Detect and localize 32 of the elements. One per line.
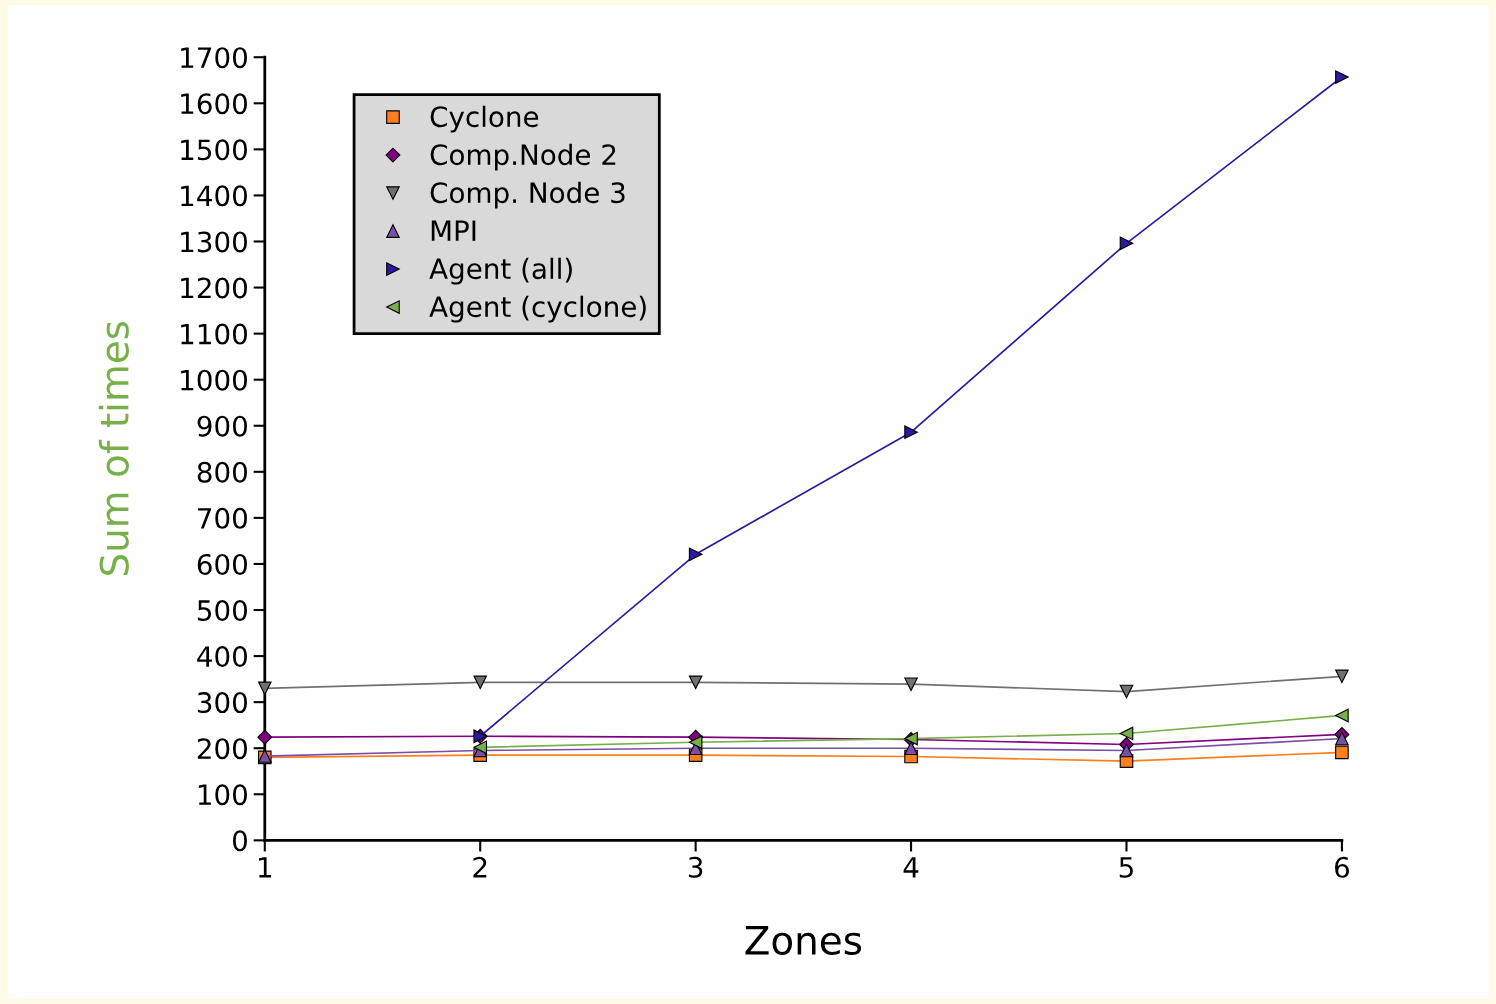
y-tick-label: 600	[197, 553, 247, 575]
y-tick-label: 800	[197, 461, 247, 483]
y-tick-label: 1400	[181, 185, 247, 207]
y-tick-label: 1100	[181, 323, 247, 345]
y-tick-label: 0	[232, 830, 247, 852]
x-tick-label: 4	[903, 857, 919, 878]
y-tick-label: 1600	[181, 93, 247, 115]
y-tick-label: 400	[197, 646, 247, 668]
y-tick-label: 1300	[181, 231, 247, 253]
y-tick-label: 1700	[181, 47, 247, 69]
y-tick-label: 200	[197, 738, 247, 760]
y-tick-label: 900	[197, 415, 247, 437]
x-tick-label: 6	[1335, 856, 1349, 878]
y-tick-label: 1200	[181, 277, 247, 299]
y-axis-title: Sum of times	[98, 321, 129, 575]
legend-label: Agent (cyclone)	[429, 295, 646, 323]
x-tick-label: 5	[1119, 857, 1133, 878]
y-tick-label: 500	[197, 599, 247, 621]
legend-label: MPI	[431, 220, 476, 241]
legend-label: Agent (all)	[429, 257, 572, 285]
x-axis-title: Zones	[745, 926, 862, 955]
x-tick-label: 1	[259, 857, 272, 878]
y-tick-label: 1000	[181, 369, 247, 391]
legend-label: Comp. Node 3	[430, 181, 625, 209]
legend-label: Comp.Node 2	[430, 143, 616, 171]
legend-label: Cyclone	[430, 105, 539, 133]
y-tick-label: 100	[198, 784, 247, 806]
y-tick-label: 1500	[181, 139, 247, 161]
x-tick-label: 2	[473, 856, 487, 878]
y-tick-label: 300	[197, 692, 247, 714]
y-tick-label: 700	[198, 507, 247, 529]
x-tick-label: 3	[688, 856, 703, 878]
